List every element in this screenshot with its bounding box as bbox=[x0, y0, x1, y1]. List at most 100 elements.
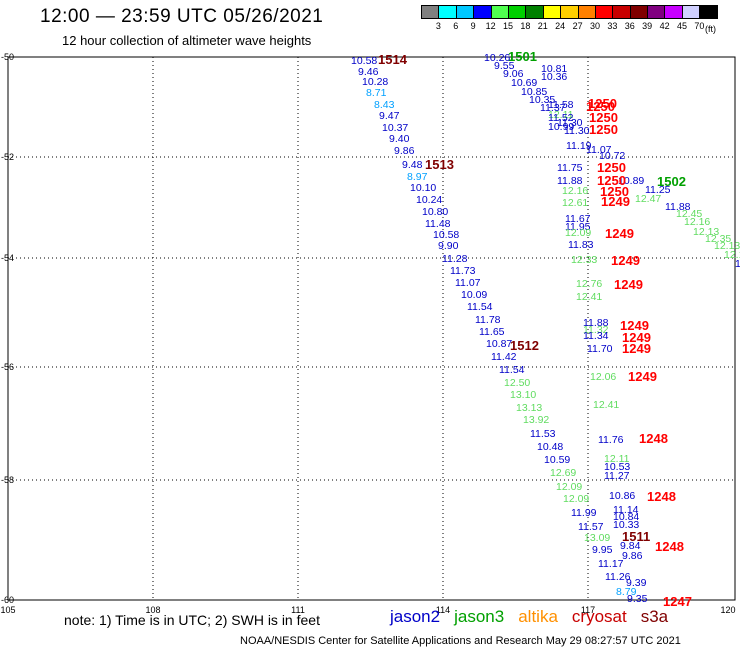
wave-height-value: 11.95 bbox=[565, 221, 591, 233]
color-scale-legend: 3 6 9 12 15 18 21 24 27 30 33 36 39 42 45 70 (ft) bbox=[421, 5, 718, 34]
track-time-label: 1501 bbox=[508, 49, 537, 64]
wave-height-value: 10.09 bbox=[461, 289, 487, 301]
wave-height-value: 11.83 bbox=[568, 239, 594, 251]
satellite-legend-cryosat: cryosat bbox=[571, 607, 627, 626]
wave-height-value: 12.69 bbox=[550, 467, 576, 479]
track-time-label: 1248 bbox=[647, 489, 676, 504]
track-group: 124811.7612.1110.5311.2710.8611.1410.841… bbox=[598, 431, 668, 605]
track-time-label: 1248 bbox=[639, 431, 668, 446]
track-time-label: 1250 bbox=[600, 184, 629, 199]
wave-height-value: 10.37 bbox=[382, 122, 408, 134]
wave-height-value: 9.48 bbox=[402, 159, 423, 171]
wave-height-value: 11.73 bbox=[450, 265, 476, 277]
track-group: 151410.589.4610.288.718.439.4710.379.409… bbox=[351, 52, 415, 157]
track-time-label: 1249 bbox=[611, 253, 640, 268]
satellite-legend-jason3: jason3 bbox=[454, 607, 505, 626]
color-scale-label: 30 bbox=[589, 21, 600, 31]
wave-height-value: 11.30 bbox=[564, 125, 590, 137]
track-time-label: 1502 bbox=[657, 174, 686, 189]
wave-height-value: 12.16 bbox=[562, 185, 588, 197]
wave-height-value: 9.86 bbox=[622, 550, 643, 562]
wave-height-value: 10.59 bbox=[544, 454, 570, 466]
color-scale-label: 6 bbox=[453, 21, 459, 31]
wave-height-value: 9.46 bbox=[358, 66, 379, 78]
wave-height-value: 12.50 bbox=[504, 377, 530, 389]
wave-height-value: 11.32 bbox=[583, 324, 609, 336]
wave-height-value: 12.11 bbox=[604, 453, 630, 465]
color-scale-label: 9 bbox=[470, 21, 476, 31]
color-scale-label: 36 bbox=[624, 21, 635, 31]
wave-height-value: 11.70 bbox=[587, 343, 613, 355]
track-time-label: 1249 bbox=[622, 330, 651, 345]
track-time-label: 1249 bbox=[614, 277, 643, 292]
track-group: 124911.7511.8812.1612.6111.6711.9512.091… bbox=[557, 162, 630, 303]
wave-height-value: 8.43 bbox=[374, 99, 395, 111]
wave-height-value: 11.65 bbox=[479, 326, 505, 338]
wave-height-value: 11.75 bbox=[557, 162, 583, 174]
wave-height-value: 10.28 bbox=[362, 76, 388, 88]
wave-height-value: 10.99 bbox=[548, 121, 574, 133]
track-time-label: 1513 bbox=[425, 157, 454, 172]
track-group: 150210.8911.2512.4711.8812.4512.1612.131… bbox=[618, 174, 740, 270]
wave-height-value: 13.92 bbox=[523, 414, 549, 426]
wave-height-value: 11.99 bbox=[571, 507, 597, 519]
wave-height-value: 11.76 bbox=[598, 434, 624, 446]
wave-height-value: 11.28 bbox=[442, 253, 468, 265]
wave-height-value: 11.88 bbox=[583, 317, 609, 329]
lat-tick-label: -58 bbox=[1, 475, 14, 485]
wave-height-value: 9.95 bbox=[592, 544, 613, 556]
wave-height-value: 9.90 bbox=[438, 240, 459, 252]
lon-tick-label: 114 bbox=[436, 605, 450, 615]
color-scale-label: 21 bbox=[537, 21, 548, 31]
lat-tick-label: -54 bbox=[1, 253, 14, 263]
color-scale-label: 18 bbox=[520, 21, 531, 31]
wave-height-value: 11.52 bbox=[548, 112, 574, 124]
color-scale-label: 12 bbox=[485, 21, 496, 31]
track-time-label: 1250 bbox=[589, 122, 618, 137]
wave-height-value: 10.24 bbox=[416, 194, 442, 206]
wave-height-value: 11.54 bbox=[467, 301, 493, 313]
track-time-label: 1249 bbox=[620, 318, 649, 333]
track-group: 151112.0912.0911.9911.5713.099.9511.1711… bbox=[556, 481, 650, 598]
lon-tick-label: 120 bbox=[720, 605, 735, 615]
wave-height-value: 12.45 bbox=[676, 208, 702, 220]
track-time-label: 1249 bbox=[601, 194, 630, 209]
wave-height-value: 12.76 bbox=[576, 278, 602, 290]
color-scale-label: 33 bbox=[607, 21, 618, 31]
track-time-label: 1250 bbox=[597, 173, 626, 188]
wave-height-value: 12.41 bbox=[593, 399, 619, 411]
wave-height-value: 10.10 bbox=[410, 182, 436, 194]
track-time-label: 1249 bbox=[605, 226, 634, 241]
lon-tick-label: 117 bbox=[581, 605, 595, 615]
wave-height-value: 8.79 bbox=[616, 586, 637, 598]
track-time-label: 1250 bbox=[586, 99, 615, 114]
wave-height-value: 11.53 bbox=[530, 428, 556, 440]
color-scale-labels: 3 6 9 12 15 18 21 24 27 30 33 36 39 42 45 70 bbox=[421, 19, 717, 33]
color-swatch bbox=[699, 5, 718, 19]
wave-height-value: 10.36 bbox=[541, 71, 567, 83]
wave-height-value: 12.09 bbox=[556, 481, 582, 493]
wave-height-value: 12.11 bbox=[548, 109, 574, 121]
wave-height-value: 11.26 bbox=[605, 571, 631, 583]
page-subtitle: 12 hour collection of altimeter wave hei… bbox=[62, 33, 312, 48]
wave-height-value: 11.25 bbox=[645, 184, 671, 196]
wave-height-value: 9.55 bbox=[494, 60, 515, 72]
wave-height-value: 10.69 bbox=[511, 77, 537, 89]
wave-height-value: 11.58 bbox=[548, 99, 574, 111]
wave-height-value: 10.48 bbox=[537, 441, 563, 453]
wave-height-value: 12.13 bbox=[693, 226, 719, 238]
wave-height-value: 10.58 bbox=[433, 229, 459, 241]
wave-height-value: 10.35 bbox=[529, 94, 555, 106]
color-scale-swatches bbox=[421, 5, 718, 19]
wave-height-value: 11.78 bbox=[475, 314, 501, 326]
wave-height-value: 9.06 bbox=[503, 68, 524, 80]
wave-height-value: 12.16 bbox=[684, 216, 710, 228]
map-grid bbox=[8, 57, 735, 600]
wave-height-value: 10.89 bbox=[618, 175, 644, 187]
wave-height-value: 11.67 bbox=[565, 213, 591, 225]
wave-height-value: 12.1 bbox=[724, 249, 740, 261]
satellite-legend: jason2 jason3 altika cryosat s3a bbox=[390, 607, 682, 627]
wave-height-value: 11.88 bbox=[665, 201, 691, 213]
track-time-label: 1512 bbox=[510, 338, 539, 353]
